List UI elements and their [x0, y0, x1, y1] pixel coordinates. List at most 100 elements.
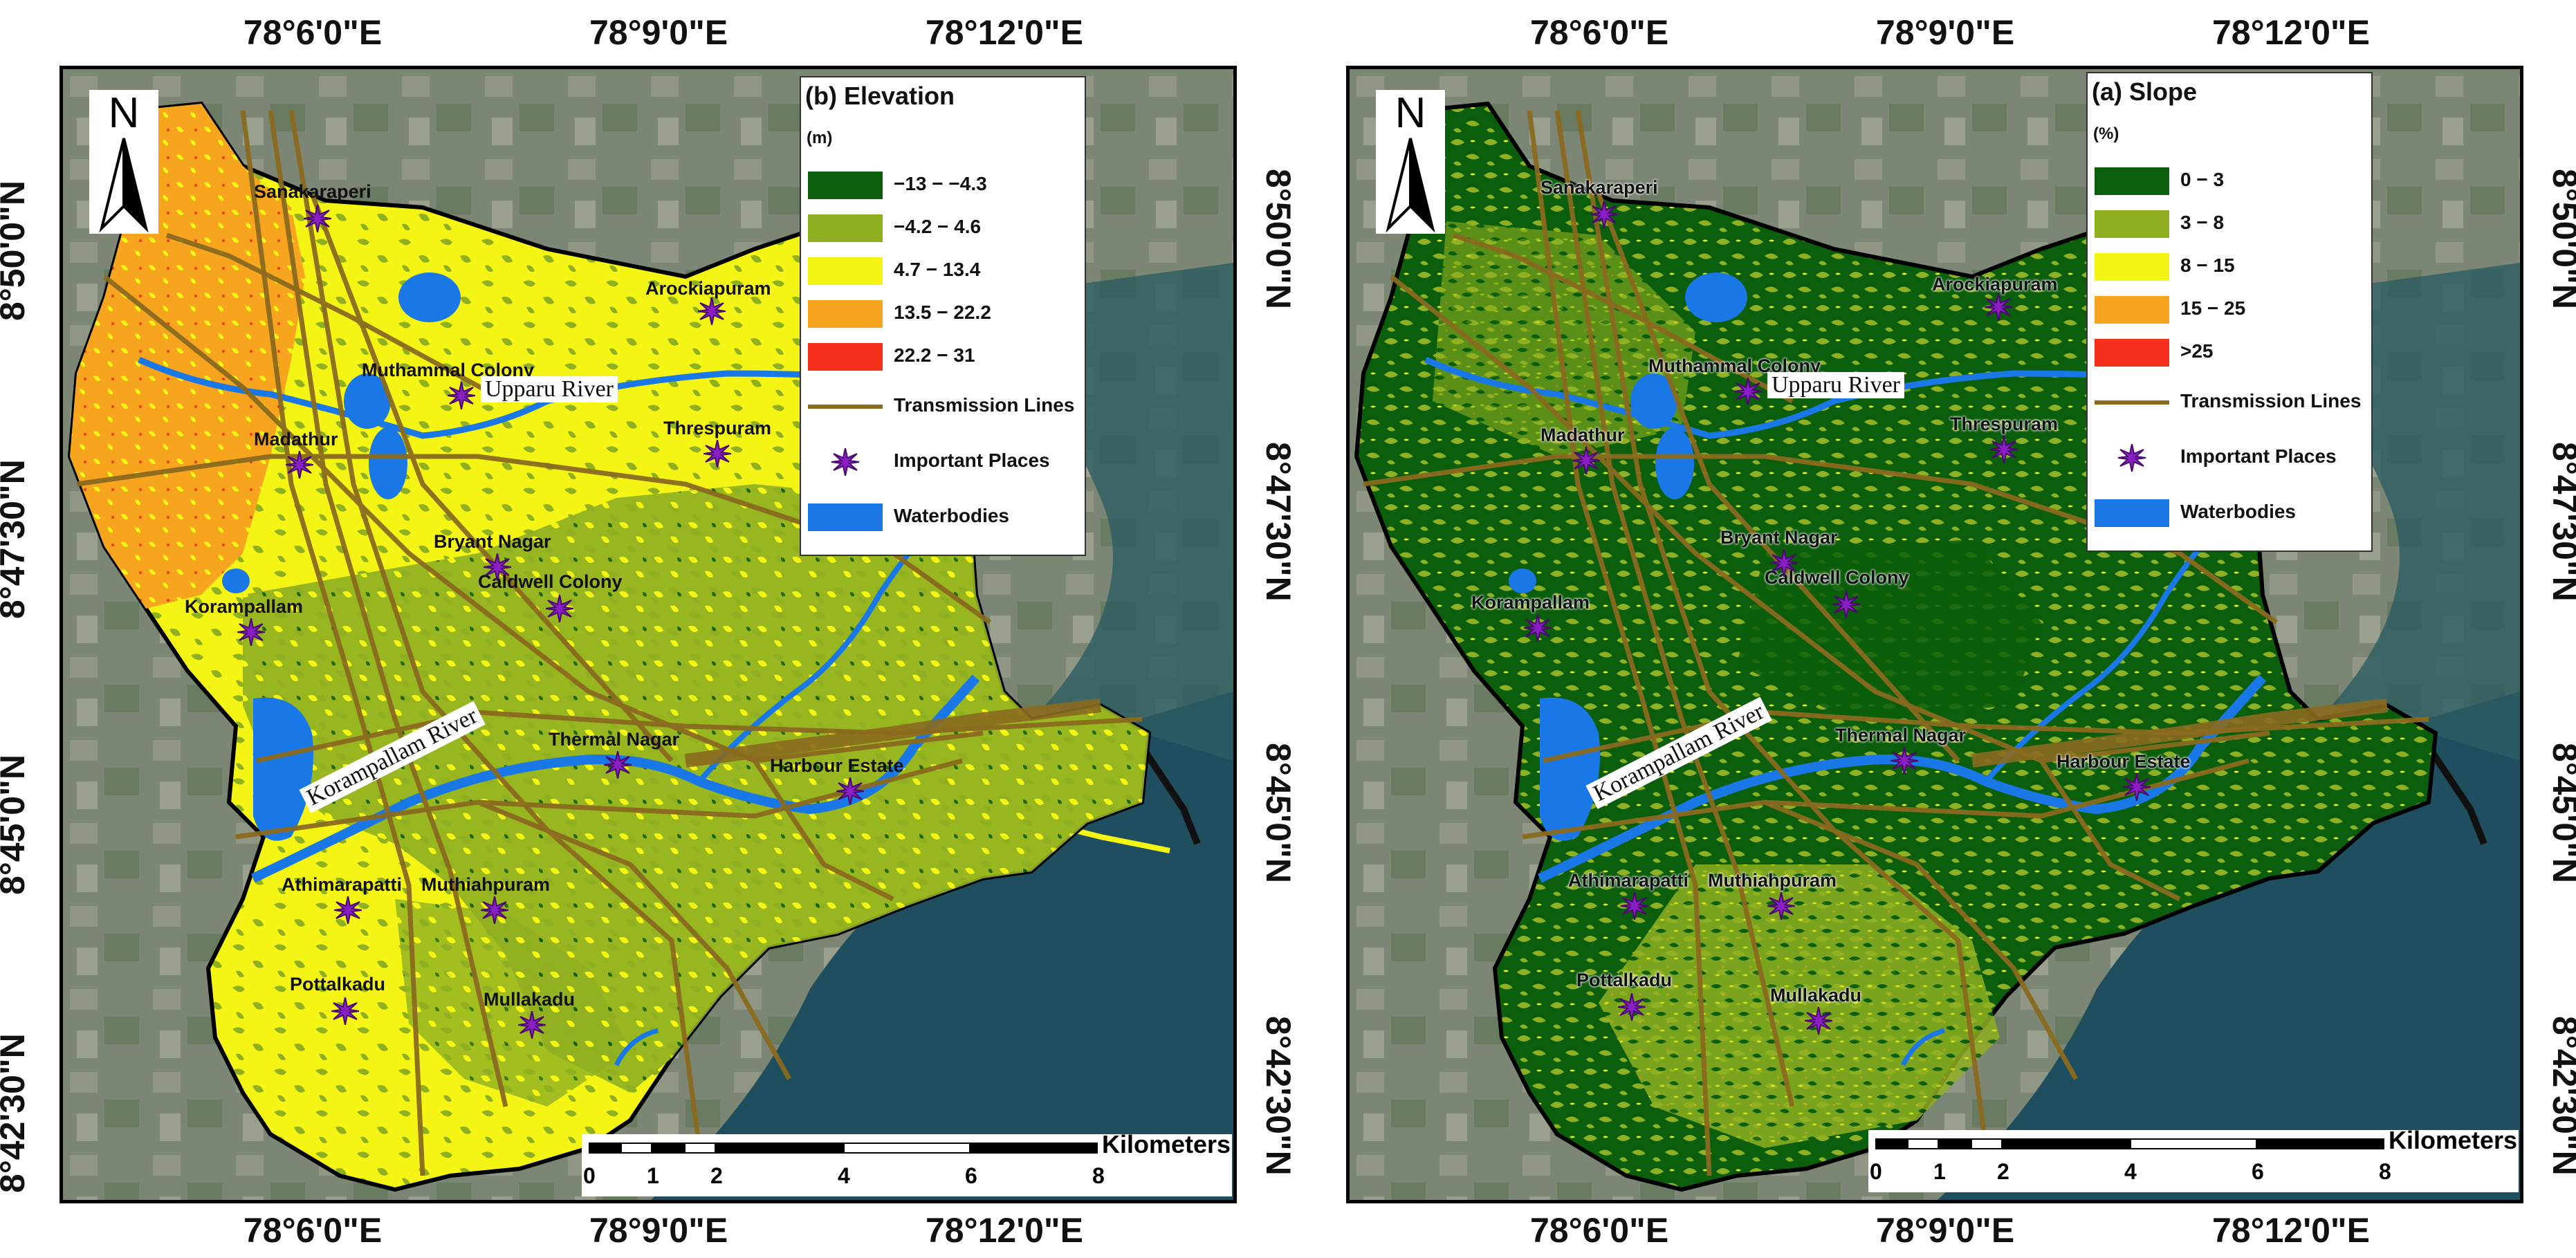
- scale-tick: 6: [965, 1163, 977, 1188]
- north-arrow: N: [89, 89, 158, 234]
- legend-item-waterbodies: Waterbodies: [2095, 495, 2371, 533]
- scale-tick: 2: [1997, 1159, 2009, 1184]
- place-marker-icon: [1770, 549, 1798, 577]
- place-athimarapatti-label: Athimarapatti: [282, 874, 403, 895]
- scale-bar: Kilometers 0 1 2 4 6 8: [582, 1130, 1232, 1196]
- place-marker-icon: [1767, 892, 1795, 920]
- lon-label-top-left-3: 78°12'0"E: [926, 13, 1083, 52]
- elevation-legend: (b) Elevation (m) −13 − −4.3 −4.2 − 4.6 …: [800, 76, 1086, 556]
- place-arockiapuram-label: Arockiapuram: [1932, 274, 2058, 295]
- lat-label-right-2: 8°47'30"N: [2546, 442, 2576, 602]
- place-thermal-label: Thermal Nagar: [1835, 725, 1967, 746]
- place-athimarapatti-label: Athimarapatti: [1568, 870, 1689, 891]
- place-marker-icon: [1985, 293, 2012, 321]
- scale-unit: Kilometers: [1102, 1130, 1231, 1158]
- legend-item-waterbodies: Waterbodies: [808, 499, 1085, 537]
- place-marker-icon: [1832, 591, 1860, 618]
- place-marker-icon: [1524, 614, 1552, 642]
- scale-tick: 0: [583, 1163, 596, 1188]
- scale-tick: 8: [2379, 1159, 2391, 1184]
- lat-label-mid-3: 8°45'0"N: [1259, 743, 1298, 883]
- north-arrow-icon: [99, 138, 149, 233]
- lon-label-top-right-3: 78°12'0"E: [2212, 13, 2370, 52]
- legend-item-transmission: Transmission Lines: [808, 394, 1075, 416]
- legend-item: −13 − −4.3: [808, 167, 1085, 205]
- scale-bar: Kilometers 0 1 2 4 6 8: [1868, 1126, 2519, 1192]
- legend-unit: (m): [807, 129, 833, 147]
- elevation-map-panel: N Sanakaraperi Arockiapuram Muthammal Co…: [59, 66, 1237, 1203]
- place-madathur-label: Madathur: [1540, 425, 1625, 445]
- slope-legend: (a) Slope (%) 0 − 3 3 − 8 8 − 15 15 − 25…: [2086, 72, 2373, 552]
- scale-tick: 0: [1870, 1159, 1882, 1184]
- legend-unit: (%): [2093, 124, 2119, 143]
- lon-label-bottom-left-1: 78°6'0"E: [243, 1211, 383, 1250]
- north-arrow-icon: [1386, 138, 1435, 233]
- lat-label-left-2: 8°47'30"N: [0, 459, 32, 619]
- lat-label-left-4: 8°42'30"N: [0, 1033, 32, 1193]
- lat-label-mid-1: 8°50'0"N: [1259, 169, 1298, 309]
- lon-label-top-left-1: 78°6'0"E: [243, 13, 383, 52]
- scale-tick: 4: [838, 1163, 850, 1188]
- lat-label-left-3: 8°45'0"N: [0, 755, 32, 895]
- lat-label-right-1: 8°50'0"N: [2546, 169, 2576, 309]
- place-marker-icon: [1990, 436, 2018, 463]
- legend-item: 0 − 3: [2095, 163, 2371, 201]
- lat-label-mid-4: 8°42'30"N: [1259, 1016, 1298, 1176]
- place-marker-icon: [1572, 447, 1600, 474]
- place-marker-icon: [836, 777, 864, 805]
- place-muthiahpuram-label: Muthiahpuram: [1708, 870, 1837, 891]
- legend-item-transmission: Transmission Lines: [2095, 390, 2362, 411]
- place-korampallam-label: Korampallam: [1471, 592, 1590, 613]
- lon-label-bottom-right-2: 78°9'0"E: [1876, 1211, 2015, 1250]
- lon-label-top-right-1: 78°6'0"E: [1530, 13, 1669, 52]
- lat-label-right-4: 8°42'30"N: [2546, 1016, 2576, 1176]
- lat-label-mid-2: 8°47'30"N: [1259, 442, 1298, 602]
- lon-label-bottom-right-3: 78°12'0"E: [2212, 1211, 2370, 1250]
- place-threspuram-label: Threspuram: [663, 418, 772, 438]
- place-madathur-label: Madathur: [254, 429, 338, 450]
- north-label: N: [108, 89, 140, 137]
- place-sanakaraperi-label: Sanakaraperi: [254, 181, 371, 202]
- north-label: N: [1395, 89, 1426, 137]
- upparu-river-label: Upparu River: [1767, 372, 1905, 398]
- place-marker-icon: [1805, 1007, 1832, 1035]
- place-marker-icon: [448, 382, 475, 409]
- place-threspuram-label: Threspuram: [1950, 414, 2059, 434]
- scale-tick: 4: [2124, 1159, 2137, 1184]
- scale-tick: 1: [1933, 1159, 1946, 1184]
- place-marker-icon: [2123, 773, 2151, 801]
- place-marker-icon: [698, 297, 726, 325]
- place-marker-icon: [1890, 747, 1918, 775]
- place-muthiahpuram-label: Muthiahpuram: [421, 874, 550, 895]
- north-arrow: N: [1376, 89, 1445, 234]
- lon-label-bottom-left-2: 78°9'0"E: [589, 1211, 728, 1250]
- scale-tick: 1: [647, 1163, 659, 1188]
- scale-unit: Kilometers: [2389, 1126, 2518, 1154]
- place-pottalkadu-label: Pottalkadu: [1576, 970, 1673, 990]
- scale-tick: 6: [2252, 1159, 2264, 1184]
- place-marker-icon: [481, 896, 508, 924]
- place-thermal-label: Thermal Nagar: [549, 729, 680, 750]
- lon-label-bottom-right-1: 78°6'0"E: [1530, 1211, 1669, 1250]
- place-marker-icon: [604, 751, 632, 779]
- legend-title: (a) Slope: [2092, 77, 2198, 106]
- slope-map-panel: N Sanakaraperi Arockiapuram Muthammal Co…: [1346, 66, 2523, 1203]
- lon-label-top-left-2: 78°9'0"E: [589, 13, 728, 52]
- legend-item: 15 − 25: [2095, 292, 2371, 329]
- legend-item: 4.7 − 13.4: [808, 253, 1085, 290]
- place-sanakaraperi-label: Sanakaraperi: [1540, 177, 1658, 198]
- place-marker-icon: [1590, 201, 1618, 228]
- legend-title: (b) Elevation: [805, 82, 955, 110]
- legend-item: >25: [2095, 335, 2371, 372]
- place-marker-icon: [331, 997, 359, 1025]
- lon-label-bottom-left-3: 78°12'0"E: [926, 1211, 1083, 1250]
- place-caldwell-label: Caldwell Colony: [478, 571, 623, 592]
- place-marker-icon: [237, 618, 265, 646]
- place-marker-icon: [1621, 892, 1648, 920]
- place-marker-icon: [1734, 378, 1762, 405]
- lon-label-top-right-2: 78°9'0"E: [1876, 13, 2015, 52]
- place-mullakadu-label: Mullakadu: [1770, 985, 1862, 1006]
- upparu-river-label: Upparu River: [481, 376, 618, 403]
- scale-tick: 8: [1092, 1163, 1105, 1188]
- place-korampallam-label: Korampallam: [185, 596, 304, 617]
